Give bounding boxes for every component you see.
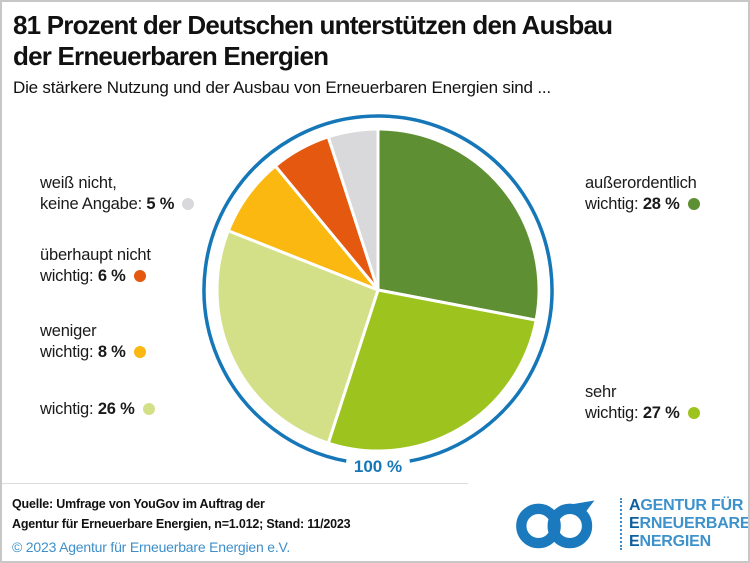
page-title: 81 Prozent der Deutschen unterstützen de… — [13, 10, 613, 72]
legend-label-line1: außerordentlich — [585, 174, 697, 192]
legend-dot-weiss-nicht — [182, 198, 195, 210]
pie-slice-wei-nicht-keine-angabe — [326, 127, 380, 292]
pie-slice-wichtig — [215, 229, 380, 445]
logo-text-line-3: ENERGIEN — [629, 533, 711, 550]
legend-item-wichtig: wichtig: 26 % — [40, 399, 155, 420]
logo-text-line-1: AGENTUR FÜR — [629, 497, 744, 514]
source-line-2: Agentur für Erneuerbare Energien, n=1.01… — [12, 517, 351, 531]
legend-item-ausserordentlich-wichtig: außerordentlich wichtig: 28 % — [585, 173, 700, 215]
legend-item-sehr-wichtig: sehr wichtig: 27 % — [585, 382, 700, 424]
footer-divider — [2, 483, 468, 484]
legend-dot-weniger-wichtig — [133, 346, 146, 358]
pie-outer-ring — [202, 114, 554, 463]
legend-dot-ueberhaupt-nicht-wichtig — [133, 270, 146, 282]
subtitle: Die stärkere Nutzung und der Ausbau von … — [13, 78, 551, 97]
pie-slices — [215, 127, 541, 453]
legend-item-weniger-wichtig: weniger wichtig: 8 % — [40, 321, 146, 363]
title-line-2: der Erneuerbaren Energien — [13, 41, 329, 71]
legend-label-line1: sehr — [585, 383, 617, 401]
legend-label-line2: wichtig: 6 % — [40, 266, 151, 287]
legend-label-line2: wichtig: 26 % — [40, 399, 155, 420]
pie-slice-au-erordentlich-wichtig — [376, 127, 541, 322]
legend-dot-wichtig — [142, 403, 155, 415]
title-line-1: 81 Prozent der Deutschen unterstützen de… — [13, 10, 613, 40]
legend-item-weiss-nicht: weiß nicht, keine Angabe: 5 % — [40, 173, 195, 215]
pie-total-label: 100 % — [354, 457, 402, 476]
legend-dot-ausserordentlich-wichtig — [687, 198, 700, 210]
legend-dot-sehr-wichtig — [687, 407, 700, 419]
legend-label-line2: wichtig: 8 % — [40, 342, 146, 363]
pie-slice-sehr-wichtig — [326, 288, 538, 453]
legend-label-line2: wichtig: 28 % — [585, 194, 700, 215]
legend-label-line1: überhaupt nicht — [40, 246, 151, 264]
logo-text: AGENTUR FÜR ERNEUERBARE ENERGIEN — [629, 497, 750, 551]
legend-item-ueberhaupt-nicht-wichtig: überhaupt nicht wichtig: 6 % — [40, 245, 151, 287]
copyright-text: © 2023 Agentur für Erneuerbare Energien … — [12, 539, 291, 555]
pie-chart: 100 % — [202, 114, 554, 476]
legend-label-line2: wichtig: 27 % — [585, 403, 700, 424]
legend-label-line2: keine Angabe: 5 % — [40, 194, 195, 215]
agency-logo: AGENTUR FÜR ERNEUERBARE ENERGIEN — [512, 496, 750, 552]
source-line-1: Quelle: Umfrage von YouGov im Auftrag de… — [12, 497, 265, 511]
logo-dotted-separator — [620, 498, 622, 550]
legend-label-line1: weiß nicht, — [40, 174, 117, 192]
logo-text-line-2: ERNEUERBARE — [629, 515, 750, 532]
infinity-arrow-icon — [512, 496, 614, 552]
legend-label-line1: weniger — [40, 322, 97, 340]
